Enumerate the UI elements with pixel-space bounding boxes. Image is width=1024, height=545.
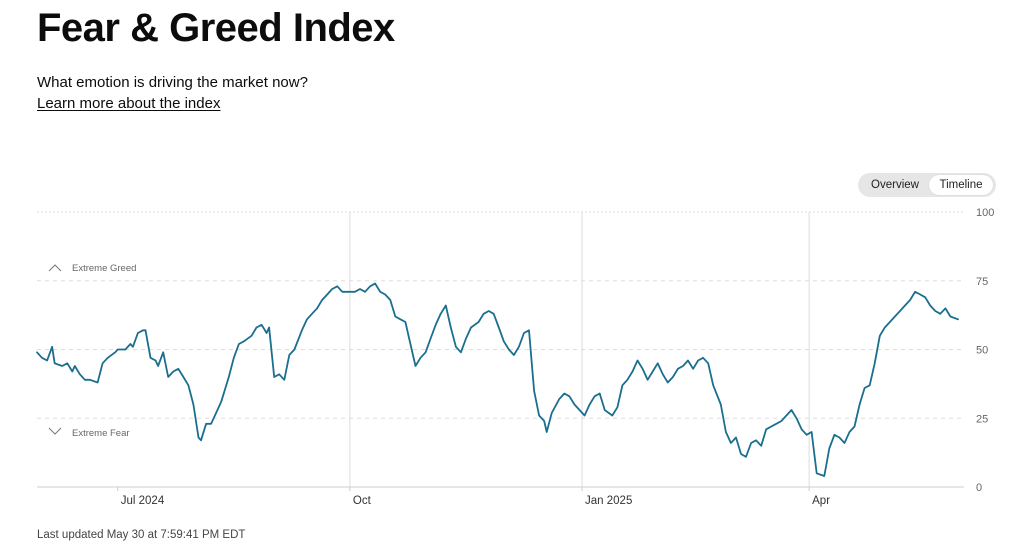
fear-greed-chart: 0 25 50 75 100 Jul 2024 Oct Jan 2025 Apr Extreme …	[36, 207, 994, 507]
x-tick-label: Jan 2025	[585, 495, 632, 507]
annotation-label: Extreme Greed	[72, 263, 136, 274]
y-tick-label-75: 75	[976, 276, 988, 288]
y-tick-label-0: 0	[976, 482, 982, 494]
page-subtitle: What emotion is driving the market now?	[37, 74, 308, 91]
chevron-up-icon	[48, 264, 62, 272]
y-tick-label-50: 50	[976, 345, 988, 357]
page-title: Fear & Greed Index	[37, 6, 395, 50]
overview-tab[interactable]: Overview	[871, 179, 919, 191]
last-updated-text: Last updated May 30 at 7:59:41 PM EDT	[37, 529, 246, 541]
series-line-0	[36, 282, 959, 477]
x-tick-label: Oct	[353, 495, 372, 507]
learn-more-link[interactable]: Learn more about the index	[37, 95, 221, 112]
x-tick-label: Apr	[812, 495, 830, 507]
y-tick-label-25: 25	[976, 413, 988, 425]
chevron-down-icon	[48, 427, 62, 435]
view-toggle: Overview Timeline	[858, 173, 996, 197]
timeline-tab[interactable]: Timeline	[929, 175, 993, 195]
annotation-label: Extreme Fear	[72, 428, 130, 439]
x-tick-label: Jul 2024	[121, 495, 165, 507]
y-tick-label-100: 100	[976, 207, 994, 219]
